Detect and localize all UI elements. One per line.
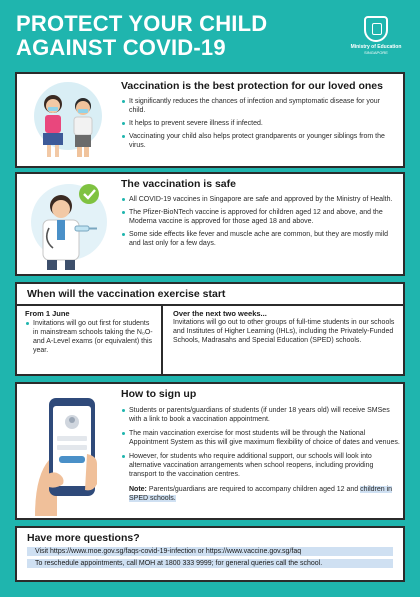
moe-logo: Ministry of Education SINGAPORE (350, 16, 402, 55)
moh-hotline-info: To reschedule appointments, call MOH at … (27, 559, 393, 568)
more-questions-heading: Have more questions? (27, 532, 140, 544)
list-item: It helps to prevent severe illness if in… (121, 119, 397, 128)
faq-link[interactable]: Visit https://www.moe.gov.sg/faqs-covid-… (27, 547, 393, 556)
schedule-june-title: From 1 June (25, 309, 70, 318)
vaccination-bullets: It significantly reduces the chances of … (121, 97, 397, 150)
list-item: Students or parents/guardians of student… (121, 406, 401, 424)
list-item: All COVID-19 vaccines in Singapore are s… (121, 195, 401, 204)
vaccination-protection-card: Vaccination is the best protection for o… (15, 72, 405, 168)
list-item: Vaccinating your child also helps protec… (121, 132, 397, 150)
signup-note: Note: Parents/guardians are required to … (121, 485, 401, 503)
doctor-illustration (23, 176, 115, 274)
list-item: Some side effects like fever and muscle … (121, 230, 401, 248)
more-questions-card: Have more questions? Visit https://www.m… (15, 526, 405, 582)
sign-up-card: How to sign up Students or parents/guard… (15, 382, 405, 520)
vaccination-heading: Vaccination is the best protection for o… (121, 80, 383, 92)
safe-heading: The vaccination is safe (121, 178, 236, 190)
list-item: The Pfizer-BioNTech vaccine is approved … (121, 208, 401, 226)
title-line-1: PROTECT YOUR CHILD (16, 11, 268, 36)
list-item: Invitations will go out first for studen… (25, 319, 153, 355)
poster-header: PROTECT YOUR CHILD AGAINST COVID-19 Mini… (0, 0, 420, 70)
note-label: Note: (129, 485, 147, 493)
schedule-heading: When will the vaccination exercise start (27, 288, 226, 300)
schedule-next-weeks-title: Over the next two weeks... (173, 309, 267, 318)
children-masks-illustration (23, 78, 113, 164)
signup-heading: How to sign up (121, 388, 197, 400)
schedule-header: When will the vaccination exercise start (17, 284, 403, 306)
moe-crest-icon (364, 16, 388, 42)
list-item: It significantly reduces the chances of … (121, 97, 397, 115)
signup-bullets: Students or parents/guardians of student… (121, 406, 401, 479)
schedule-column-june: From 1 June Invitations will go out firs… (17, 306, 163, 374)
moe-name: Ministry of Education (350, 44, 402, 50)
phone-in-hand-illustration (25, 392, 115, 516)
note-text: Parents/guardians are required to accomp… (148, 485, 361, 493)
moe-country: SINGAPORE (364, 50, 388, 55)
vaccination-safe-card: The vaccination is safe All COVID-19 vac… (15, 172, 405, 276)
schedule-next-weeks-text: Invitations will go out to other groups … (173, 319, 395, 344)
safe-bullets: All COVID-19 vaccines in Singapore are s… (121, 195, 401, 248)
title-line-2: AGAINST COVID-19 (16, 35, 226, 60)
schedule-column-next-weeks: Over the next two weeks... Invitations w… (165, 306, 403, 348)
list-item: The main vaccination exercise for most s… (121, 429, 401, 447)
list-item: However, for students who require additi… (121, 452, 401, 479)
poster-title: PROTECT YOUR CHILD AGAINST COVID-19 (16, 12, 267, 60)
vaccination-schedule-card: When will the vaccination exercise start… (15, 282, 405, 376)
